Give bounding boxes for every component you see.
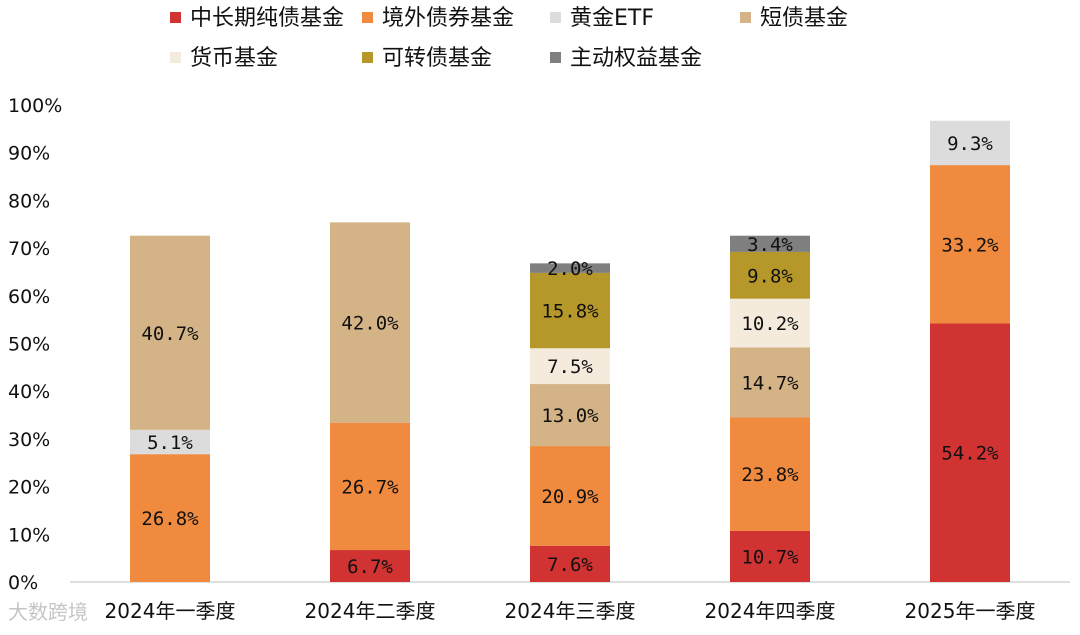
data-label: 14.7%	[741, 372, 799, 394]
x-tick-label: 2024年一季度	[105, 599, 236, 623]
x-tick-label: 2024年二季度	[305, 599, 436, 623]
bar-segment	[130, 454, 210, 582]
data-label: 42.0%	[341, 313, 399, 335]
legend-item-gold-etf: 黄金ETF	[550, 6, 654, 32]
bar-segment	[130, 429, 210, 455]
y-tick-label: 60%	[8, 286, 50, 308]
bar-segment	[530, 272, 610, 349]
bar-segment	[330, 550, 410, 582]
data-label: 10.2%	[741, 313, 799, 335]
legend-swatch-money-market	[170, 51, 181, 63]
bar-segment	[530, 446, 610, 546]
legend-label-money-market: 货币基金	[190, 46, 279, 71]
y-tick-label: 10%	[8, 524, 50, 546]
data-label: 7.6%	[547, 554, 593, 576]
legend-item-active-equity: 主动权益基金	[550, 46, 702, 72]
legend-swatch-short-bond	[740, 11, 751, 23]
data-label: 26.8%	[141, 508, 199, 530]
legend-item-overseas-bond: 境外债券基金	[362, 6, 514, 32]
y-tick-label: 30%	[8, 429, 50, 451]
y-tick-label: 40%	[8, 381, 50, 403]
x-tick-label: 2024年三季度	[505, 599, 636, 623]
legend-item-short-bond: 短债基金	[740, 6, 848, 32]
y-tick-label: 80%	[8, 190, 50, 212]
data-label: 3.4%	[747, 234, 793, 256]
bar-segment	[330, 222, 410, 423]
data-label: 23.8%	[741, 464, 799, 486]
data-label: 33.2%	[941, 234, 999, 256]
bar-segment	[730, 235, 810, 252]
data-label: 5.1%	[147, 432, 193, 454]
data-label: 9.3%	[947, 133, 993, 155]
bar-segment	[730, 530, 810, 582]
y-tick-label: 100%	[8, 95, 62, 117]
y-tick-label: 70%	[8, 238, 50, 260]
bar-segment	[530, 263, 610, 273]
data-label: 54.2%	[941, 443, 999, 465]
y-tick-label: 50%	[8, 334, 50, 356]
bar-segment	[730, 347, 810, 418]
bar-segment	[530, 545, 610, 582]
bar-segment	[730, 298, 810, 348]
legend-swatch-active-equity	[550, 51, 561, 63]
y-tick-label: 20%	[8, 477, 50, 499]
bar-segment	[930, 323, 1010, 582]
legend-label-short-bond: 短债基金	[760, 6, 849, 31]
legend-item-money-market: 货币基金	[170, 46, 278, 72]
legend-label-active-equity: 主动权益基金	[570, 46, 703, 71]
bar-segment	[930, 120, 1010, 166]
y-tick-label: 90%	[8, 143, 50, 165]
legend-label-gold-etf: 黄金ETF	[570, 6, 654, 31]
data-label: 6.7%	[347, 556, 393, 578]
data-label: 2.0%	[547, 258, 593, 280]
x-tick-label: 2024年四季度	[705, 599, 836, 623]
bar-segment	[930, 165, 1010, 324]
x-tick-label: 2025年一季度	[905, 599, 1036, 623]
chart-legend: 中长期纯债基金 境外债券基金 黄金ETF 短债基金 货币基金 可转债基金 主动权…	[0, 0, 1080, 90]
bar-segment	[730, 417, 810, 531]
legend-swatch-gold-etf	[550, 11, 561, 23]
data-label: 9.8%	[747, 265, 793, 287]
bar-segment	[530, 384, 610, 447]
data-label: 13.0%	[541, 405, 599, 427]
y-tick-label: 0%	[8, 572, 38, 594]
legend-swatch-long-term-bond	[170, 11, 181, 23]
bar-segment	[130, 235, 210, 430]
data-label: 26.7%	[341, 476, 399, 498]
legend-label-overseas-bond: 境外债券基金	[382, 6, 515, 31]
watermark: 大数跨境	[8, 600, 88, 624]
data-label: 40.7%	[141, 323, 199, 345]
bar-segment	[730, 251, 810, 299]
legend-item-long-term-bond: 中长期纯债基金	[170, 6, 344, 32]
data-label: 7.5%	[547, 356, 593, 378]
legend-label-convertible-bond: 可转债基金	[382, 46, 493, 71]
bar-segment	[530, 348, 610, 385]
data-label: 15.8%	[541, 301, 599, 323]
data-label: 20.9%	[541, 486, 599, 508]
legend-swatch-overseas-bond	[362, 11, 373, 23]
legend-label-long-term-bond: 中长期纯债基金	[190, 6, 345, 31]
data-label: 10.7%	[741, 546, 799, 568]
legend-item-convertible-bond: 可转债基金	[362, 46, 492, 72]
bar-segment	[330, 422, 410, 551]
legend-swatch-convertible-bond	[362, 51, 373, 63]
